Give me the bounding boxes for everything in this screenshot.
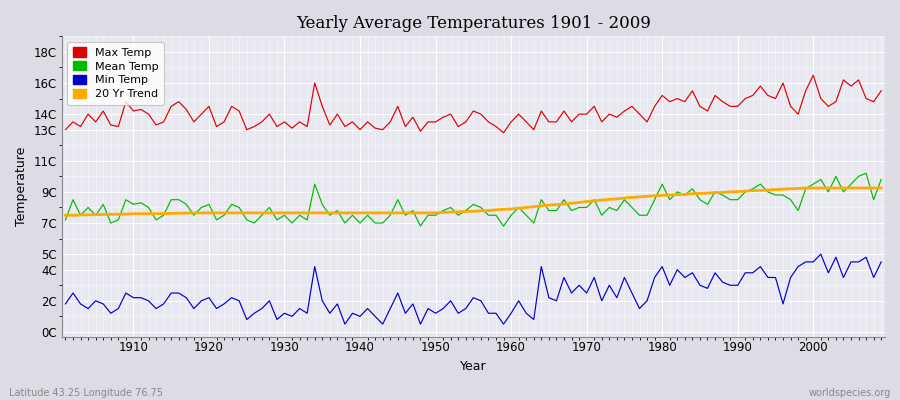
Y-axis label: Temperature: Temperature <box>15 147 28 226</box>
X-axis label: Year: Year <box>460 360 487 373</box>
Title: Yearly Average Temperatures 1901 - 2009: Yearly Average Temperatures 1901 - 2009 <box>296 15 651 32</box>
Text: Latitude 43.25 Longitude 76.75: Latitude 43.25 Longitude 76.75 <box>9 388 163 398</box>
Legend: Max Temp, Mean Temp, Min Temp, 20 Yr Trend: Max Temp, Mean Temp, Min Temp, 20 Yr Tre… <box>68 42 164 105</box>
Text: worldspecies.org: worldspecies.org <box>809 388 891 398</box>
